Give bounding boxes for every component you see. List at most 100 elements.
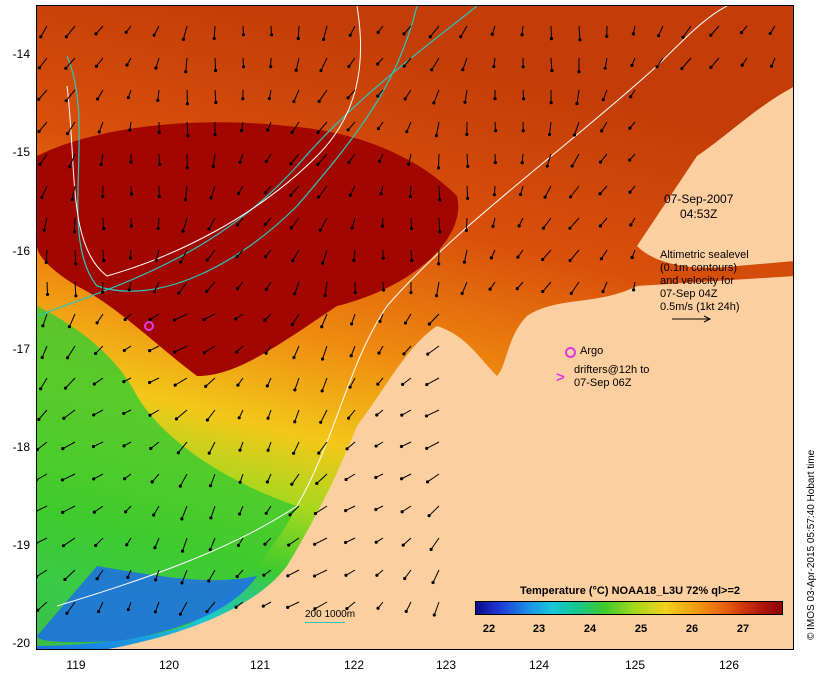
- velocity-arrow-head: [92, 510, 96, 514]
- velocity-arrow-head: [269, 33, 274, 37]
- velocity-arrow: [210, 185, 216, 199]
- velocity-arrow: [65, 25, 76, 38]
- lon-tick-label: 122: [343, 658, 365, 672]
- velocity-arrow-head: [207, 579, 211, 583]
- velocity-arrow: [43, 217, 48, 231]
- velocity-arrow-head: [126, 95, 131, 100]
- velocity-arrow-head: [291, 259, 295, 263]
- velocity-arrow-head: [202, 317, 206, 322]
- velocity-arrow-head: [434, 294, 439, 298]
- velocity-arrow: [207, 249, 216, 261]
- velocity-arrow: [149, 409, 160, 416]
- velocity-arrow-head: [464, 228, 469, 233]
- velocity-arrow: [293, 345, 300, 358]
- velocity-arrow: [600, 153, 608, 163]
- velocity-arrow-head: [152, 513, 156, 517]
- velocity-arrow-head: [266, 416, 270, 420]
- velocity-arrow-head: [425, 382, 429, 387]
- velocity-arrow-head: [321, 37, 326, 41]
- velocity-arrow-head: [294, 68, 298, 72]
- lon-tick-label: 126: [718, 658, 740, 672]
- velocity-arrow: [94, 377, 104, 385]
- velocity-arrow-head: [269, 65, 273, 69]
- colorbar-tick: 24: [583, 623, 597, 635]
- velocity-arrow-head: [39, 35, 43, 39]
- velocity-arrow-head: [317, 99, 321, 103]
- velocity-arrow-head: [320, 325, 324, 329]
- velocity-arrow-head: [405, 130, 409, 134]
- velocity-arrow-head: [152, 289, 157, 294]
- velocity-arrow-head: [149, 446, 153, 451]
- velocity-arrow-head: [400, 413, 404, 417]
- velocity-arrow-head: [681, 35, 685, 39]
- velocity-arrow-head: [174, 417, 179, 421]
- velocity-arrow: [345, 537, 356, 543]
- velocity-arrow-head: [122, 477, 127, 481]
- velocity-arrow-head: [547, 132, 552, 137]
- velocity-arrow-head: [267, 96, 271, 101]
- velocity-arrow-head: [266, 128, 270, 132]
- velocity-arrow: [149, 377, 160, 383]
- velocity-arrow: [290, 153, 300, 164]
- velocity-arrow-head: [263, 542, 267, 546]
- velocity-arrow: [203, 313, 216, 321]
- velocity-arrow-head: [493, 129, 498, 133]
- velocity-arrow: [324, 281, 328, 296]
- velocity-arrow-head: [461, 68, 465, 72]
- velocity-arrow: [174, 313, 188, 321]
- velocity-arrow: [154, 537, 160, 548]
- velocity-arrow: [213, 25, 216, 39]
- velocity-arrow: [63, 537, 76, 547]
- velocity-arrow: [179, 473, 188, 487]
- velocity-arrow-head: [431, 580, 435, 585]
- velocity-arrow-head: [236, 543, 241, 548]
- velocity-arrow-head: [208, 547, 212, 552]
- velocity-arrow: [436, 281, 440, 296]
- velocity-arrow-head: [235, 254, 239, 259]
- velocity-arrow-head: [492, 64, 496, 69]
- velocity-arrow: [93, 409, 104, 416]
- velocity-arrow: [602, 89, 608, 100]
- velocity-arrow-head: [320, 357, 325, 361]
- velocity-arrow-head: [290, 323, 294, 327]
- velocity-arrow: [157, 89, 160, 101]
- velocity-arrow-head: [44, 260, 48, 265]
- velocity-arrow: [204, 345, 216, 354]
- velocity-arrow-head: [380, 224, 384, 228]
- velocity-arrow-head: [630, 255, 634, 260]
- velocity-arrow-head: [234, 605, 238, 609]
- velocity-arrow-head: [550, 68, 554, 73]
- velocity-arrow: [149, 313, 160, 320]
- land: [108, 276, 793, 649]
- velocity-arrow: [318, 89, 328, 102]
- velocity-arrow-head: [631, 32, 635, 36]
- velocity-arrow-head: [234, 317, 238, 321]
- velocity-arrow-head: [430, 68, 434, 72]
- velocity-arrow-head: [101, 194, 105, 199]
- velocity-arrow-head: [605, 34, 609, 38]
- cool-shelf-blue: [37, 566, 257, 643]
- velocity-arrow-head: [236, 223, 240, 227]
- velocity-arrow-head: [375, 573, 379, 577]
- drifter-label-line: drifters@12h to: [574, 364, 650, 376]
- velocity-arrow-head: [603, 66, 607, 70]
- velocity-arrow-head: [428, 35, 432, 39]
- velocity-arrow-head: [97, 130, 101, 134]
- velocity-arrow-head: [656, 34, 661, 38]
- velocity-arrow: [348, 153, 356, 163]
- velocity-arrow-head: [516, 255, 520, 259]
- velocity-arrow-head: [409, 290, 413, 295]
- velocity-arrow-head: [125, 543, 129, 547]
- velocity-arrow-head: [403, 576, 407, 581]
- velocity-arrow-head: [129, 160, 133, 164]
- velocity-arrow-head: [154, 66, 158, 70]
- lon-tick-label: 119: [66, 658, 86, 672]
- velocity-arrow-head: [95, 577, 99, 581]
- velocity-arrow-head: [438, 230, 442, 234]
- velocity-arrow-head: [352, 258, 356, 262]
- velocity-arrow-head: [345, 447, 349, 451]
- velocity-arrow-head: [601, 289, 605, 294]
- velocity-arrow-head: [378, 319, 382, 324]
- velocity-arrow-head: [62, 416, 66, 420]
- velocity-arrow: [39, 153, 48, 165]
